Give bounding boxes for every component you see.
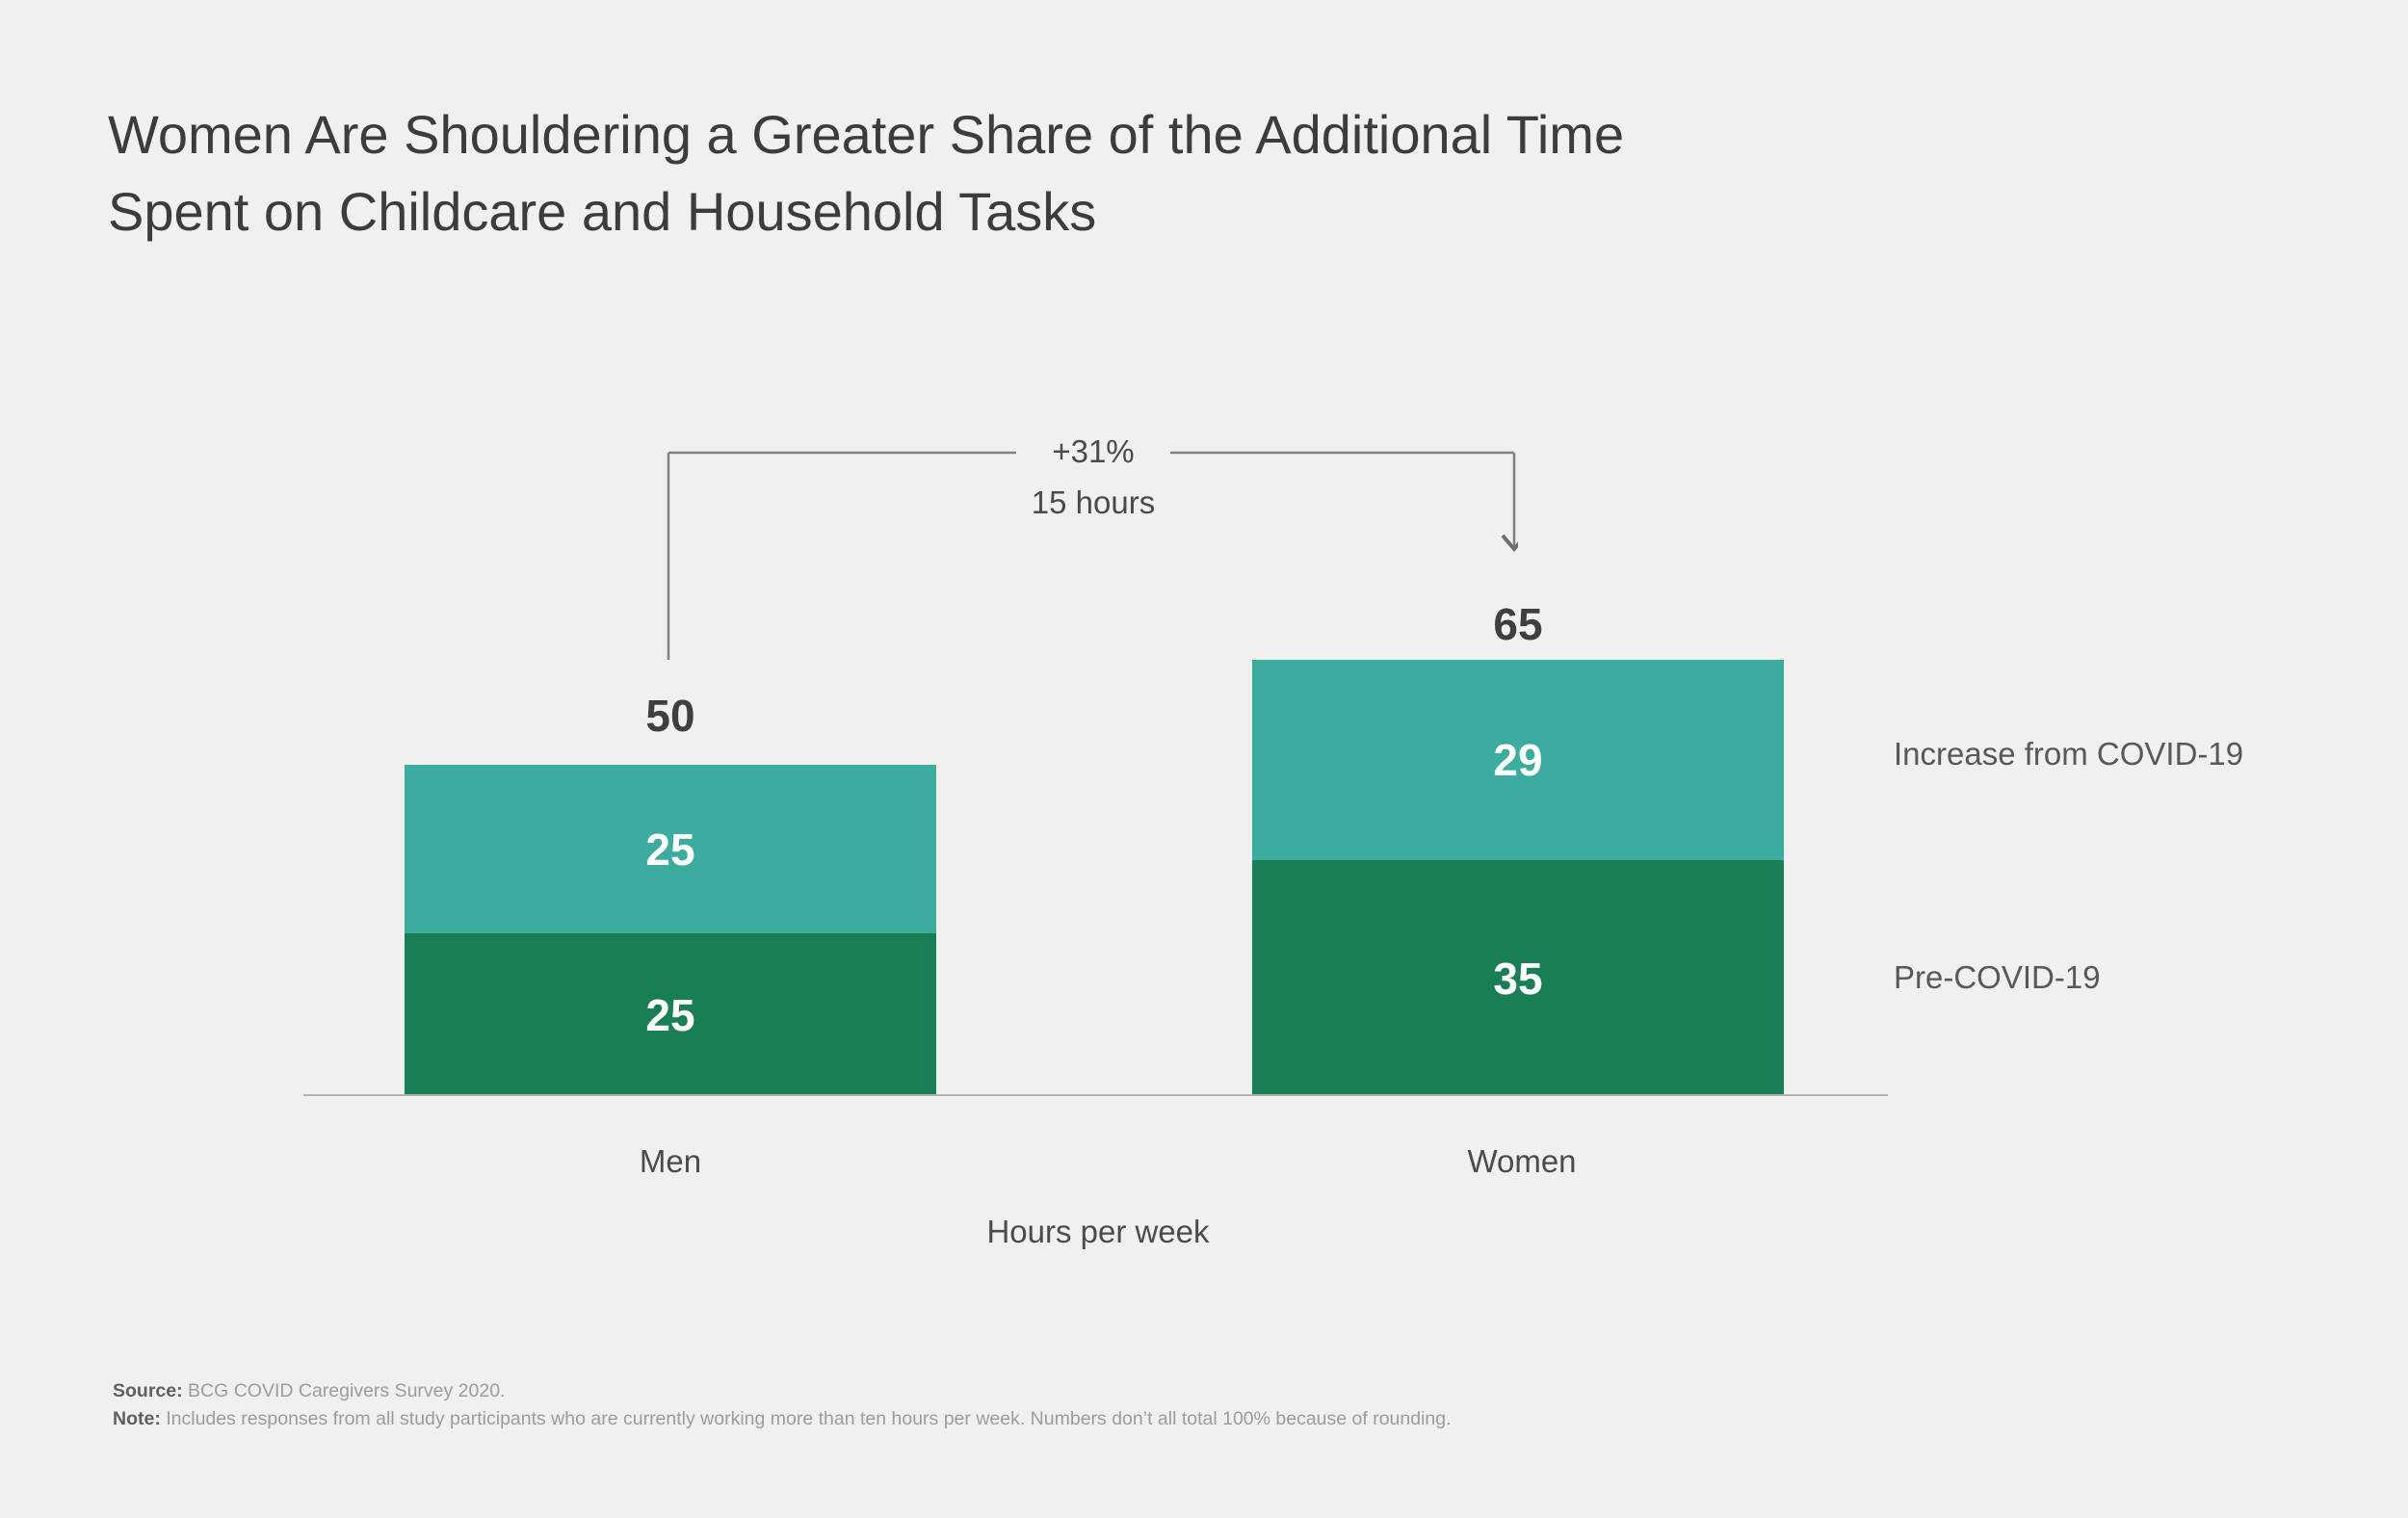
bar-total-men: 50	[645, 691, 695, 741]
x-axis-line	[303, 1094, 1888, 1096]
annotation-percent: +31%	[1052, 433, 1135, 469]
comparison-bracket-arrow	[667, 451, 1518, 660]
bar-men-segment-increase: 25	[405, 765, 936, 933]
footer: Source: BCG COVID Caregivers Survey 2020…	[113, 1377, 1452, 1433]
bar-women-segment-pre: 35	[1252, 860, 1784, 1096]
category-label-men: Men	[639, 1143, 702, 1179]
bar-women-increase-value: 29	[1493, 735, 1543, 785]
note-label: Note:	[113, 1408, 161, 1429]
source-line: Source: BCG COVID Caregivers Survey 2020…	[113, 1377, 1452, 1405]
note-text: Includes responses from all study partic…	[160, 1408, 1452, 1429]
chart-title-line2: Spent on Childcare and Household Tasks	[108, 181, 1097, 242]
chart-title-line1: Women Are Shouldering a Greater Share of…	[108, 104, 1625, 165]
category-label-women: Women	[1467, 1143, 1577, 1179]
note-line: Note: Includes responses from all study …	[113, 1405, 1452, 1433]
chart-title: Women Are Shouldering a Greater Share of…	[108, 96, 1624, 250]
x-axis-title: Hours per week	[986, 1214, 1210, 1249]
bar-women: 29 35	[1252, 660, 1784, 1096]
annotation-hours: 15 hours	[1031, 484, 1156, 520]
source-text: BCG COVID Caregivers Survey 2020.	[182, 1380, 506, 1401]
legend-label-pre: Pre-COVID-19	[1894, 959, 2101, 995]
bar-men-pre-value: 25	[645, 989, 695, 1040]
bar-total-women: 65	[1493, 599, 1543, 649]
legend-label-increase: Increase from COVID-19	[1894, 736, 2244, 772]
bar-women-pre-value: 35	[1493, 953, 1543, 1004]
bar-men-segment-pre: 25	[405, 933, 936, 1096]
bar-men-increase-value: 25	[645, 824, 695, 875]
bar-men: 25 25	[405, 765, 936, 1096]
source-label: Source:	[113, 1380, 183, 1401]
bar-women-segment-increase: 29	[1252, 660, 1784, 860]
